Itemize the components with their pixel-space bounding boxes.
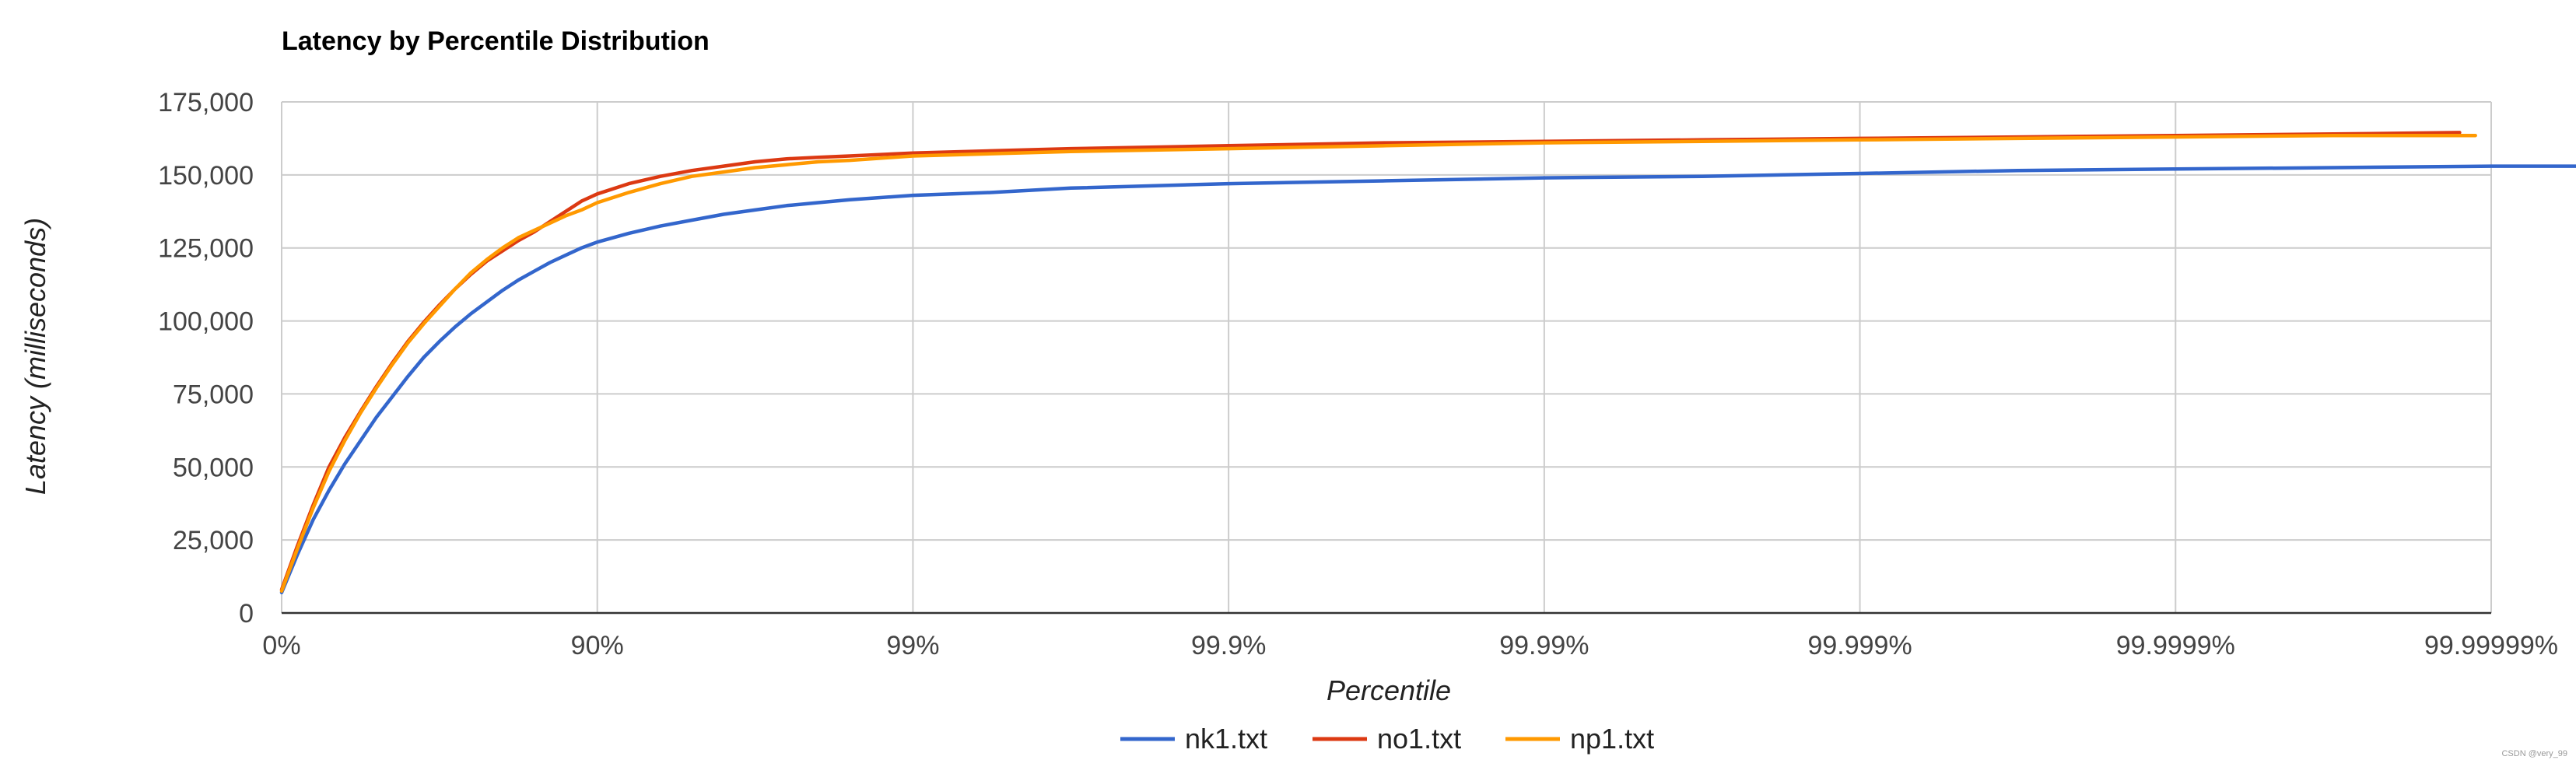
y-tick-label: 50,000 [173, 453, 254, 482]
series-line-nk1-txt [279, 164, 2576, 594]
x-tick-label: 0% [262, 631, 300, 660]
legend-label: nk1.txt [1185, 723, 1267, 755]
x-tick-label: 99.99999% [2424, 631, 2558, 660]
x-tick-label: 90% [571, 631, 624, 660]
grid [281, 101, 2492, 613]
x-axis-title: Percentile [1327, 674, 1451, 706]
x-tick-label: 99.999% [1807, 631, 1912, 660]
series-line-no1-txt [279, 131, 2462, 592]
y-tick-label: 125,000 [158, 234, 254, 264]
y-tick-label: 75,000 [173, 380, 254, 409]
series-lines [279, 131, 2576, 594]
legend-label: no1.txt [1377, 723, 1461, 755]
legend: nk1.txt no1.txt np1.txt [1120, 723, 1654, 755]
x-tick-label: 99% [886, 631, 939, 660]
y-tick-label: 175,000 [158, 88, 254, 117]
legend-label: np1.txt [1570, 723, 1654, 755]
y-axis-title: Latency (milliseconds) [19, 218, 51, 495]
x-tick-label: 99.99% [1499, 631, 1589, 660]
x-tick-label: 99.9% [1191, 631, 1266, 660]
x-tick-label: 99.9999% [2116, 631, 2235, 660]
series-line-np1-txt [279, 133, 2477, 594]
y-tick-label: 0 [239, 599, 254, 629]
y-axis-ticks: 0 25,000 50,000 75,000 100,000 125,000 150,000… [158, 88, 254, 629]
watermark: CSDN @very_99 [2501, 749, 2567, 758]
y-tick-label: 100,000 [158, 307, 254, 337]
chart-title: Latency by Percentile Distribution [282, 26, 710, 56]
x-axis-ticks: 0% 90% 99% 99.9% 99.99% 99.999% 99.9999% 99.999… [262, 631, 2558, 660]
y-tick-label: 25,000 [173, 526, 254, 555]
y-tick-label: 150,000 [158, 161, 254, 191]
